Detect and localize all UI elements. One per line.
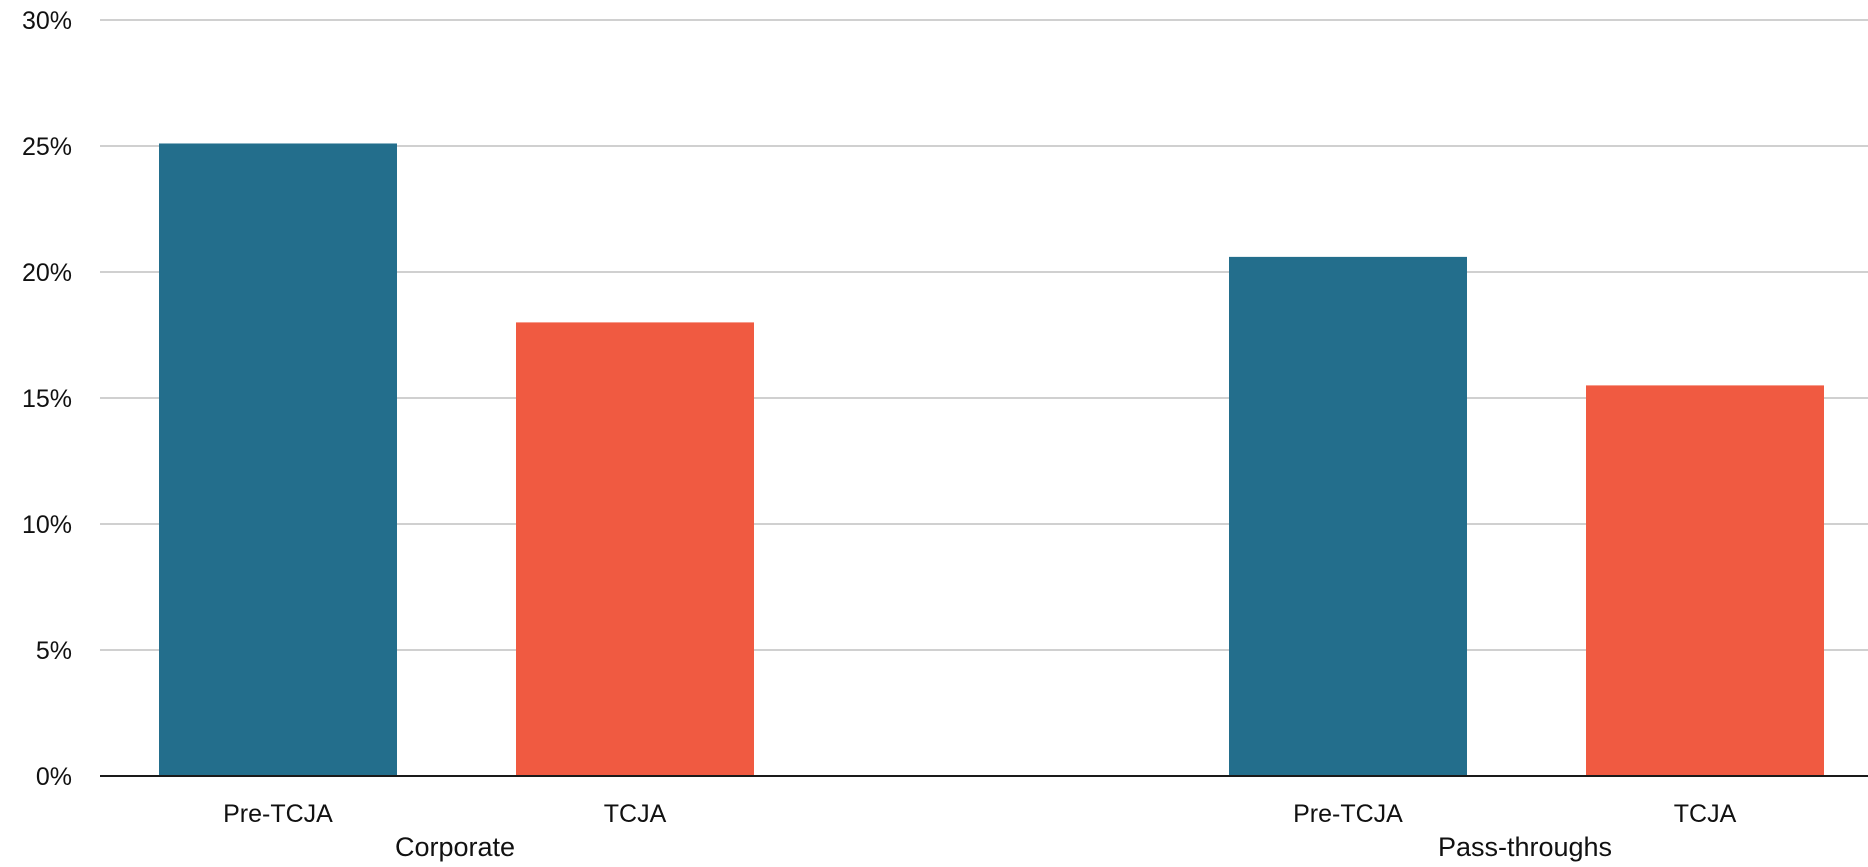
x-group-label: Pass-throughs	[1438, 832, 1612, 862]
labels: 0% 5% 10% 15% 20% 25% 30% Pre-TCJA TCJA Corporate…	[22, 7, 1737, 862]
y-tick-label: 0%	[36, 763, 72, 791]
bar-corporate-tcja	[516, 322, 754, 776]
y-tick-label: 30%	[22, 7, 72, 35]
x-category-label: TCJA	[1674, 800, 1737, 828]
bar-pass-throughs-pre-tcja	[1229, 256, 1467, 776]
y-tick-label: 20%	[22, 259, 72, 287]
bars	[159, 143, 1824, 777]
x-group-label: Corporate	[395, 832, 515, 862]
bar-corporate-pre-tcja	[159, 143, 397, 777]
y-tick-label: 10%	[22, 511, 72, 539]
bar-pass-throughs-tcja	[1586, 385, 1824, 776]
y-tick-label: 25%	[22, 133, 72, 161]
x-category-label: TCJA	[604, 800, 667, 828]
x-category-label: Pre-TCJA	[223, 800, 333, 828]
x-category-label: Pre-TCJA	[1293, 800, 1403, 828]
y-tick-label: 5%	[36, 637, 72, 665]
y-tick-label: 15%	[22, 385, 72, 413]
